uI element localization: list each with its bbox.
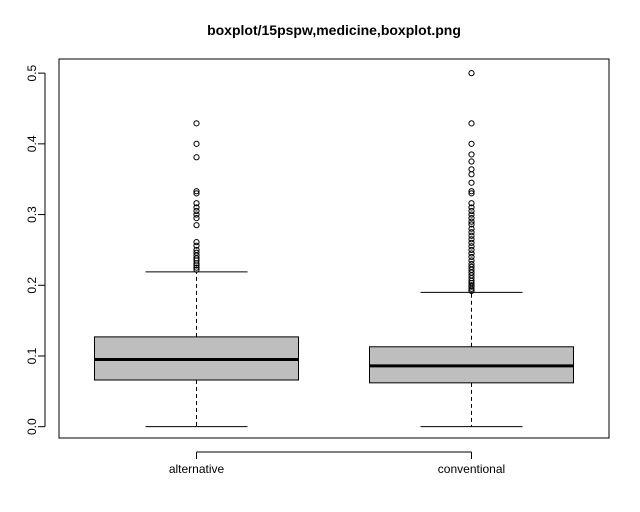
outlier-point: [468, 70, 475, 77]
outlier-point: [193, 204, 200, 211]
outlier-point: [193, 249, 200, 256]
outlier-point: [468, 257, 475, 264]
outlier-point: [468, 171, 475, 178]
outlier-point: [193, 242, 200, 249]
y-tick-label: 0.1: [25, 347, 39, 364]
x-tick-label-alternative: alternative: [169, 462, 225, 476]
y-tick-label: 0.2: [25, 277, 39, 294]
outlier-point: [468, 166, 475, 173]
plot-area: [94, 70, 574, 428]
outlier-point: [468, 140, 475, 147]
x-tick-label-conventional: conventional: [438, 462, 505, 476]
outlier-point: [468, 225, 475, 232]
outlier-point: [468, 232, 475, 239]
outlier-point: [193, 211, 200, 218]
outlier-point: [468, 207, 475, 215]
plot-frame: [58, 58, 610, 439]
outlier-point: [193, 264, 200, 271]
chart-title: boxplot/15pspw,medicine,boxplot.png: [207, 22, 461, 38]
y-tick-label: 0.4: [25, 135, 39, 152]
outlier-point: [468, 190, 475, 197]
outlier-point: [468, 179, 475, 186]
outlier-point: [468, 151, 475, 158]
outlier-point: [468, 120, 475, 127]
outlier-point: [468, 221, 475, 228]
outlier-point: [193, 207, 200, 215]
box-conventional: [369, 70, 574, 428]
outlier-point: [193, 190, 200, 197]
outlier-point: [468, 243, 475, 250]
outlier-point: [468, 236, 475, 243]
outlier-point: [193, 239, 200, 246]
y-tick-label: 0.3: [25, 206, 39, 223]
outlier-point: [468, 214, 475, 222]
outlier-point: [193, 188, 200, 195]
y-tick-label: 0.0: [25, 418, 39, 435]
outlier-point: [468, 200, 475, 207]
outlier-point: [468, 204, 475, 211]
box-alternative: [94, 120, 299, 428]
outlier-point: [193, 266, 200, 273]
outlier-point: [468, 253, 475, 261]
outlier-point: [193, 214, 200, 222]
outlier-point: [468, 239, 475, 246]
outlier-point: [193, 120, 200, 127]
y-tick-label: 0.5: [25, 64, 39, 81]
outlier-point: [193, 246, 200, 254]
outlier-point: [468, 260, 475, 268]
outlier-point: [193, 200, 200, 207]
outlier-point: [468, 229, 475, 236]
outlier-point: [193, 154, 200, 161]
outlier-point: [468, 263, 475, 270]
outlier-point: [468, 158, 475, 165]
outlier-point: [193, 222, 200, 229]
outlier-point: [468, 188, 475, 195]
outlier-point: [468, 246, 475, 254]
outlier-point: [468, 211, 475, 218]
outlier-point: [468, 218, 475, 225]
outlier-point: [468, 282, 475, 289]
outlier-point: [468, 250, 475, 257]
outlier-point: [193, 140, 200, 147]
